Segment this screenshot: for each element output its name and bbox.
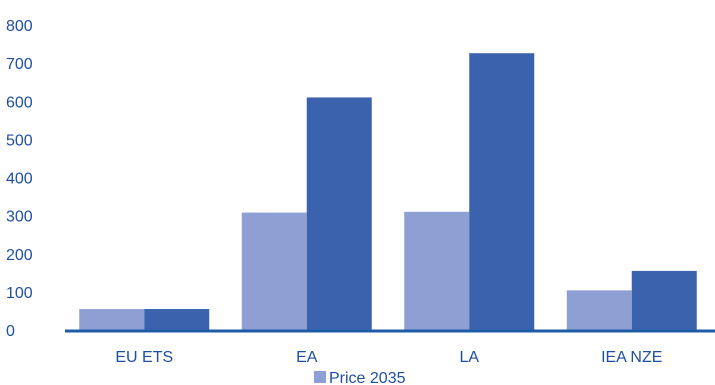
- y-tick-label: 700: [6, 56, 33, 73]
- y-tick-label: 600: [6, 94, 33, 111]
- x-category-label: EA: [296, 349, 318, 366]
- y-tick-label: 800: [6, 18, 33, 35]
- y-tick-label: 500: [6, 132, 33, 149]
- bars: [79, 53, 697, 331]
- legend-label-price-2035: Price 2035: [329, 370, 406, 385]
- bar-iea-nze-series-1: [566, 290, 632, 330]
- legend: Price 2035: [314, 370, 406, 385]
- x-category-label: IEA NZE: [601, 349, 662, 366]
- x-category-label: LA: [459, 349, 479, 366]
- y-axis-ticks: 0 100 200 300 400 500 600 700 800: [6, 18, 33, 340]
- bar-la-series-1: [404, 211, 470, 330]
- y-tick-label: 300: [6, 209, 33, 226]
- y-tick-label: 0: [6, 323, 15, 340]
- y-tick-label: 400: [6, 171, 33, 188]
- bar-eu-ets-series-2: [144, 309, 210, 330]
- y-tick-label: 100: [6, 285, 33, 302]
- x-axis-categories: EU ETS EA LA IEA NZE: [115, 349, 662, 366]
- bar-iea-nze-series-2: [631, 270, 697, 330]
- bar-ea-series-1: [241, 212, 307, 330]
- x-category-label: EU ETS: [115, 349, 173, 366]
- y-tick-label: 200: [6, 247, 33, 264]
- bar-la-series-2: [469, 53, 535, 331]
- bar-ea-series-2: [306, 97, 372, 330]
- legend-swatch-price-2035: [314, 371, 326, 383]
- bar-eu-ets-series-1: [79, 309, 145, 330]
